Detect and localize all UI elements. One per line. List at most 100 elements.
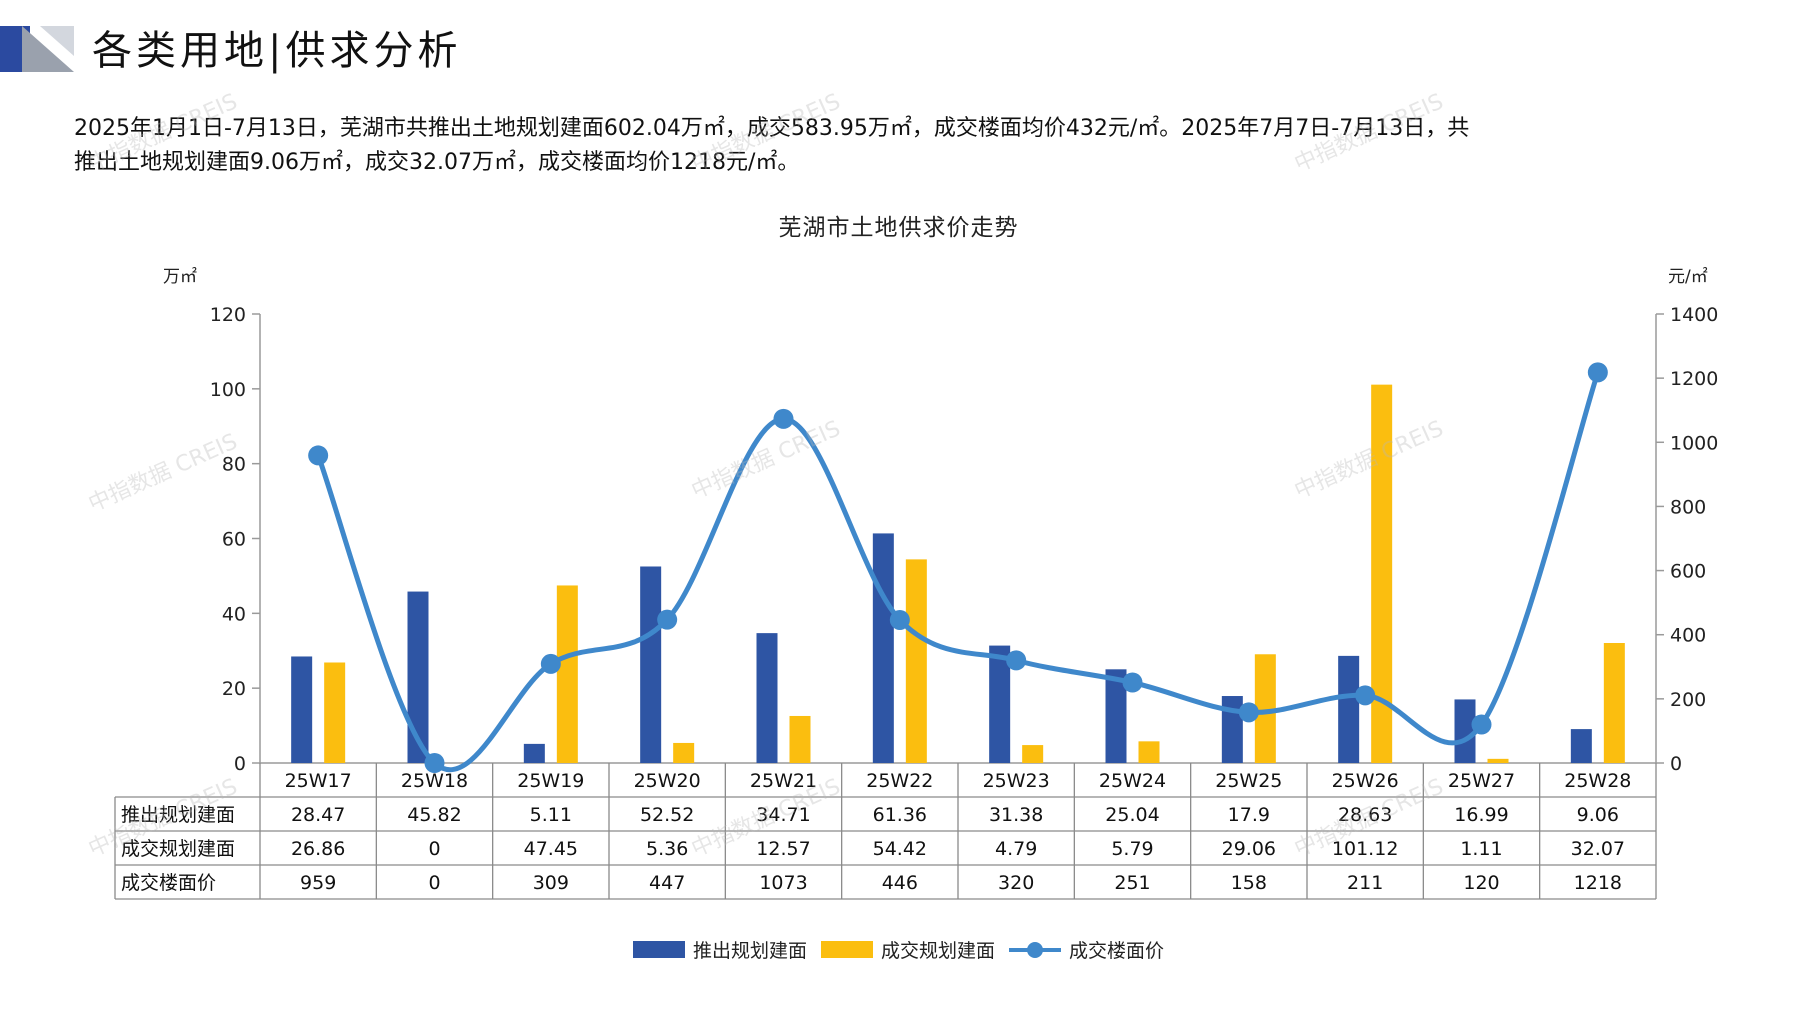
x-tick-label: 25W18 (401, 770, 468, 792)
summary-line-1: 2025年1月1日-7月13日，芜湖市共推出土地规划建面602.04万㎡，成交5… (74, 116, 1470, 141)
table-row-header: 成交规划建面 (121, 838, 235, 860)
y-left-tick-label: 100 (210, 379, 246, 401)
x-tick-label: 25W27 (1448, 770, 1515, 792)
table-cell: 0 (428, 872, 440, 894)
legend-label-supply: 推出规划建面 (692, 940, 807, 962)
bars-layer (291, 384, 1625, 763)
y-left-tick-label: 80 (222, 454, 246, 476)
legend-item-deal: 成交规划建面 (820, 936, 995, 963)
table-cell: 34.71 (756, 804, 810, 826)
y-right-tick-label: 800 (1670, 496, 1706, 518)
table-cell: 446 (882, 872, 918, 894)
table-cell: 959 (300, 872, 336, 894)
table-row-header: 成交楼面价 (121, 872, 216, 894)
table-cell: 5.11 (530, 804, 572, 826)
table-cell: 61.36 (873, 804, 927, 826)
x-tick-label: 25W21 (750, 770, 817, 792)
price-point (889, 609, 910, 630)
bar-supply (407, 591, 429, 763)
table-cell: 4.79 (995, 838, 1037, 860)
table-cell: 320 (998, 872, 1034, 894)
logo-block-gray (22, 26, 74, 72)
table-cell: 25.04 (1105, 804, 1159, 826)
legend-label-deal: 成交规划建面 (880, 940, 995, 962)
data-table: 25W17 25W18 25W19 25W20 25W21 25W22 25W23 25W24… (114, 763, 1657, 900)
bar-deal (1371, 384, 1393, 763)
price-point (773, 408, 794, 429)
table-cell: 309 (533, 872, 569, 894)
price-point (1471, 714, 1492, 735)
price-point (424, 753, 445, 773)
legend-swatch-price (1009, 941, 1061, 958)
price-point (657, 609, 678, 630)
table-cell: 158 (1231, 872, 1267, 894)
table-cell: 1218 (1574, 872, 1622, 894)
table-cell: 28.63 (1338, 804, 1392, 826)
y-right-tick-label: 600 (1670, 561, 1706, 583)
table-cell: 17.9 (1228, 804, 1270, 826)
table-cell: 26.86 (291, 838, 345, 860)
x-tick-label: 25W17 (285, 770, 352, 792)
table-cell: 12.57 (756, 838, 810, 860)
y-right-tick-label: 200 (1670, 689, 1706, 711)
bar-deal (324, 662, 346, 763)
bar-supply (1221, 696, 1243, 763)
bar-supply (640, 566, 662, 763)
summary-text: 2025年1月1日-7月13日，芜湖市共推出土地规划建面602.04万㎡，成交5… (74, 112, 1744, 180)
table-cell: 211 (1347, 872, 1383, 894)
y-left-tick-label: 60 (222, 529, 246, 551)
table-cell: 5.79 (1111, 838, 1153, 860)
legend: 推出规划建面 成交规划建面 成交楼面价 (0, 936, 1797, 963)
legend-swatch-deal (820, 941, 873, 958)
y-left-tick-label: 120 (210, 304, 246, 326)
y-right-tick-label: 1200 (1670, 368, 1718, 390)
table-cell: 5.36 (646, 838, 688, 860)
x-tick-label: 25W24 (1099, 770, 1166, 792)
price-point (1238, 702, 1259, 723)
bar-supply (1338, 655, 1360, 763)
price-point (1587, 362, 1608, 383)
table-cell: 28.47 (291, 804, 345, 826)
table-cell: 9.06 (1577, 804, 1619, 826)
x-tick-label: 25W26 (1332, 770, 1399, 792)
y-left-tick-label: 0 (234, 753, 246, 775)
legend-item-supply: 推出规划建面 (632, 936, 807, 963)
table-cell: 29.06 (1222, 838, 1276, 860)
legend-swatch-supply (632, 941, 685, 958)
legend-item-price: 成交楼面价 (1009, 936, 1164, 963)
table-cell: 101.12 (1332, 838, 1398, 860)
table-cell: 54.42 (873, 838, 927, 860)
bar-deal (1487, 758, 1509, 763)
bar-deal (1022, 745, 1044, 763)
price-point (1355, 685, 1376, 706)
table-cell: 1.11 (1460, 838, 1502, 860)
bar-supply (291, 656, 313, 763)
table-cell: 0 (428, 838, 440, 860)
y-left-tick-label: 40 (222, 603, 246, 625)
table-cell: 120 (1463, 872, 1499, 894)
price-line-layer (308, 362, 1608, 773)
x-tick-label: 25W25 (1215, 770, 1282, 792)
y-right-tick-label: 1000 (1670, 432, 1718, 454)
table-cell: 52.52 (640, 804, 694, 826)
table-cell: 16.99 (1454, 804, 1508, 826)
y-right-tick-label: 1400 (1670, 304, 1718, 326)
bar-supply (756, 633, 778, 763)
price-point (1006, 650, 1027, 671)
table-cell: 447 (649, 872, 685, 894)
table-cell: 251 (1114, 872, 1150, 894)
x-tick-label: 25W19 (517, 770, 584, 792)
bar-supply (989, 645, 1011, 763)
chart-title: 芜湖市土地供求价走势 (778, 215, 1019, 241)
x-tick-label: 25W28 (1564, 770, 1631, 792)
price-point (1122, 672, 1143, 693)
y-right-tick-label: 0 (1670, 753, 1682, 775)
bar-supply (872, 533, 894, 763)
table-row-header: 推出规划建面 (121, 804, 235, 826)
y-right-tick-label: 400 (1670, 625, 1706, 647)
bar-deal (789, 715, 811, 763)
bar-deal (1603, 643, 1625, 763)
y-right-unit: 元/㎡ (1668, 267, 1708, 287)
